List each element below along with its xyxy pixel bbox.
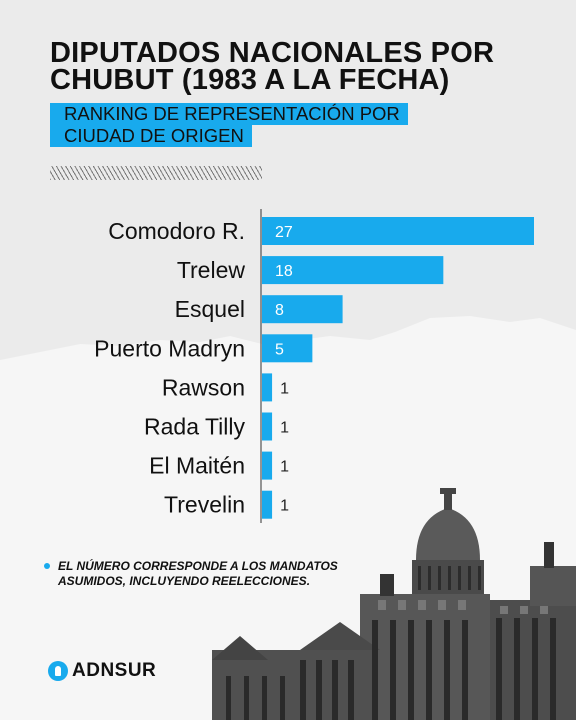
- value-label-4: 5: [275, 341, 284, 358]
- bar-4: [262, 334, 313, 363]
- value-label-8: 1: [280, 498, 289, 515]
- subtitle-line-2: CIUDAD DE ORIGEN: [50, 125, 252, 147]
- category-label-6: Rada Tilly: [144, 414, 245, 440]
- chart-title: DIPUTADOS NACIONALES POR CHUBUT (1983 A …: [50, 37, 495, 96]
- chart-subtitle: RANKING DE REPRESENTACIÓN POR CIUDAD DE …: [50, 103, 408, 147]
- brand-name: ADNSUR: [72, 660, 157, 681]
- bar-8: [262, 490, 273, 519]
- brand-logo: ADNSUR: [48, 660, 156, 682]
- bar-6: [262, 412, 273, 441]
- bar-3: [262, 295, 343, 324]
- category-label-1: Comodoro R.: [108, 218, 245, 244]
- value-label-6: 1: [280, 420, 289, 437]
- category-label-8: Trevelin: [164, 492, 245, 518]
- footnote-text: EL NÚMERO CORRESPONDE A LOS MANDATOS ASU…: [58, 559, 338, 588]
- location-pin-icon: [48, 661, 68, 681]
- category-label-2: Trelew: [177, 257, 246, 283]
- hatch-divider: [50, 166, 262, 180]
- value-label-1: 27: [275, 224, 293, 241]
- category-label-7: El Maitén: [149, 453, 245, 479]
- bullet-icon: [44, 563, 50, 569]
- value-label-5: 1: [280, 380, 289, 397]
- category-label-5: Rawson: [162, 374, 245, 400]
- value-label-3: 8: [275, 302, 284, 319]
- bar-7: [262, 451, 273, 480]
- value-label-2: 18: [275, 263, 293, 280]
- bar-2: [262, 256, 444, 285]
- category-label-4: Puerto Madryn: [94, 335, 245, 361]
- value-label-7: 1: [280, 459, 289, 476]
- footnote: EL NÚMERO CORRESPONDE A LOS MANDATOS ASU…: [44, 559, 378, 589]
- category-label-3: Esquel: [175, 296, 245, 322]
- subtitle-line-1: RANKING DE REPRESENTACIÓN POR: [50, 103, 408, 125]
- bar-1: [262, 217, 534, 245]
- bar-5: [262, 373, 273, 402]
